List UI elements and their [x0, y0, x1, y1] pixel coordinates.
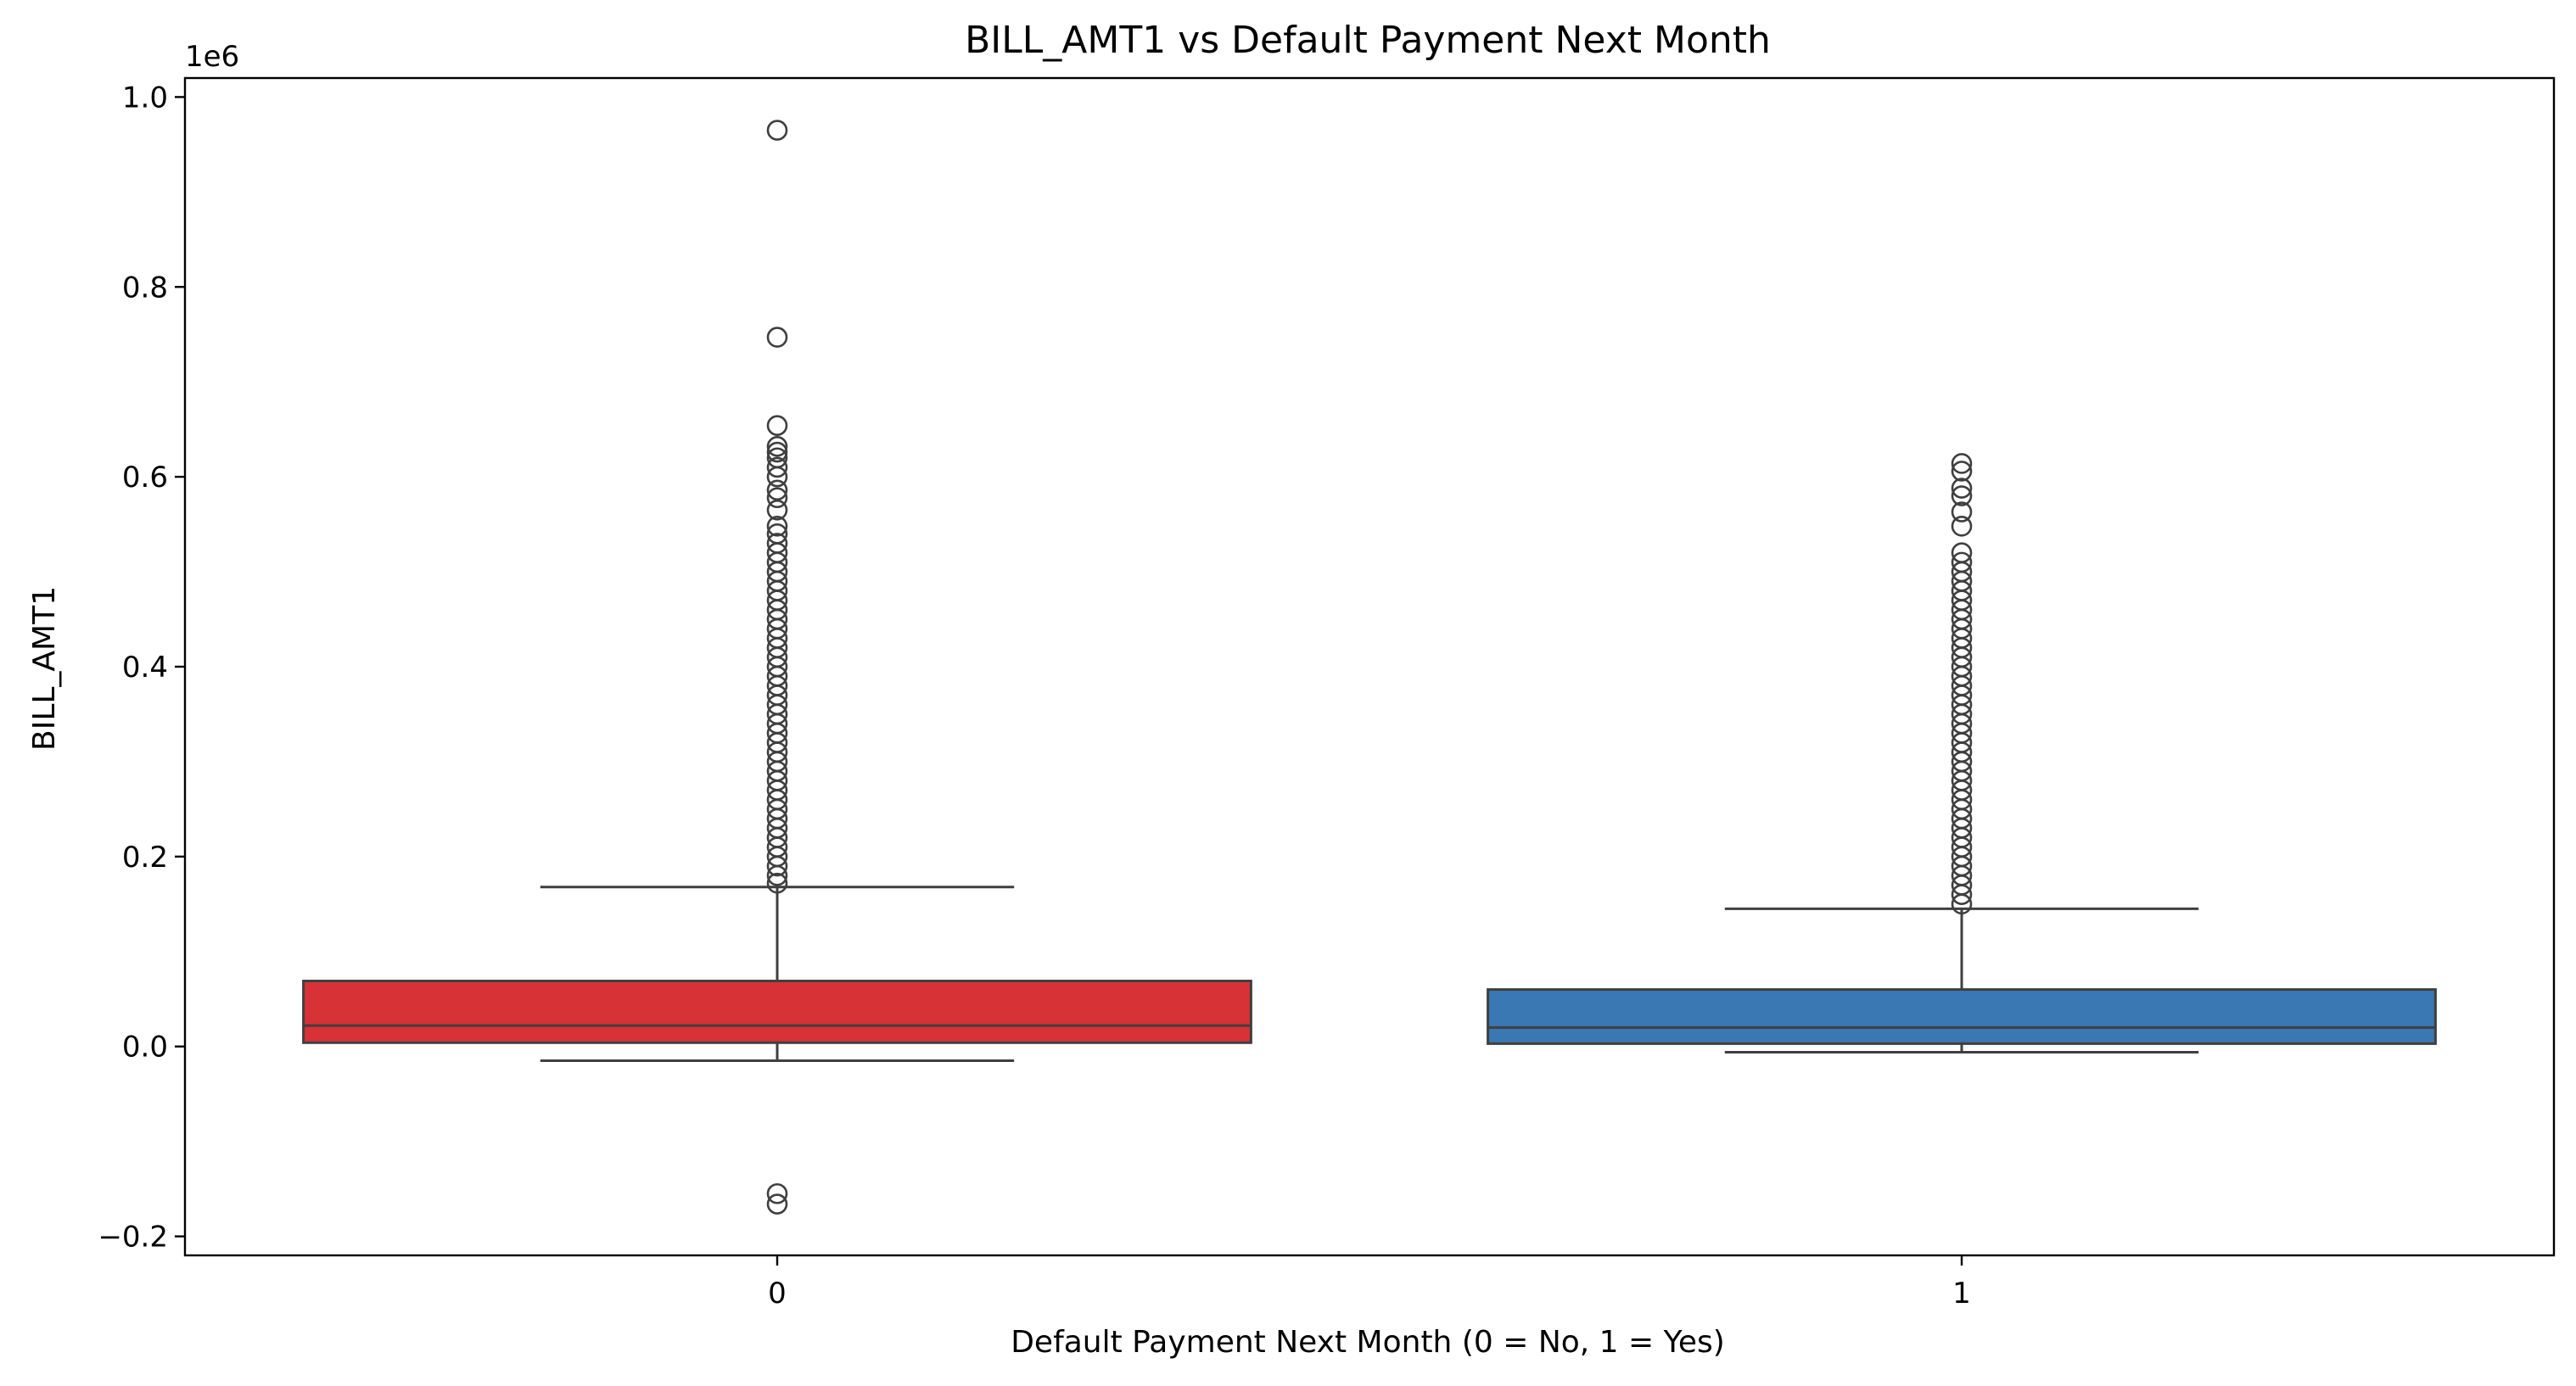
- outlier-point: [766, 516, 788, 537]
- outlier-point: [1951, 453, 1973, 474]
- outlier-point: [766, 872, 788, 894]
- outlier-point: [766, 864, 788, 886]
- outlier-point: [766, 500, 788, 521]
- y-tick-label: 0.4: [122, 651, 168, 685]
- plot-marks: [302, 120, 2437, 1215]
- outlier-point: [766, 327, 788, 348]
- box-iqr: [1487, 988, 2437, 1045]
- plot-frame: [183, 76, 2556, 1257]
- outlier-point: [766, 441, 788, 463]
- outlier-point: [1951, 478, 1973, 499]
- outlier-point: [766, 855, 788, 877]
- outlier-point: [1951, 893, 1973, 915]
- outlier-point: [766, 456, 788, 478]
- y-tick-label: 0.6: [122, 461, 168, 495]
- outlier-point: [1951, 485, 1973, 506]
- x-tick-label: 1: [1952, 1277, 1971, 1311]
- y-tick-label: 1.0: [122, 81, 168, 115]
- y-tick-label: 0.0: [122, 1031, 168, 1065]
- outlier-point: [766, 466, 788, 488]
- outlier-point: [1951, 501, 1973, 523]
- y-axis-ticks: −0.2 0.0 0.2 0.4 0.6 0.8 1.0: [98, 81, 185, 1255]
- outlier-point: [766, 1182, 788, 1204]
- y-tick-label: 0.8: [122, 271, 168, 305]
- box-iqr: [302, 980, 1252, 1044]
- y-axis-label: BILL_AMT1: [27, 586, 62, 751]
- outlier-point: [1951, 884, 1973, 905]
- outlier-point: [1951, 516, 1973, 537]
- box-group-1: [1487, 453, 2437, 1053]
- y-offset-label: 1e6: [185, 40, 239, 74]
- outlier-point: [766, 1193, 788, 1215]
- outlier-point: [766, 487, 788, 509]
- x-tick-label: 0: [768, 1277, 787, 1311]
- box-group-0: [302, 120, 1252, 1215]
- outlier-point: [766, 479, 788, 501]
- outlier-point: [766, 120, 788, 141]
- outlier-point: [1951, 461, 1973, 482]
- x-axis-label: Default Payment Next Month (0 = No, 1 = …: [1011, 1325, 1725, 1360]
- y-tick-label: 0.2: [122, 841, 168, 875]
- outlier-point: [766, 436, 788, 457]
- y-tick-label: −0.2: [98, 1221, 168, 1255]
- outlier-point: [766, 415, 788, 436]
- chart-title: BILL_AMT1 vs Default Payment Next Month: [965, 19, 1771, 62]
